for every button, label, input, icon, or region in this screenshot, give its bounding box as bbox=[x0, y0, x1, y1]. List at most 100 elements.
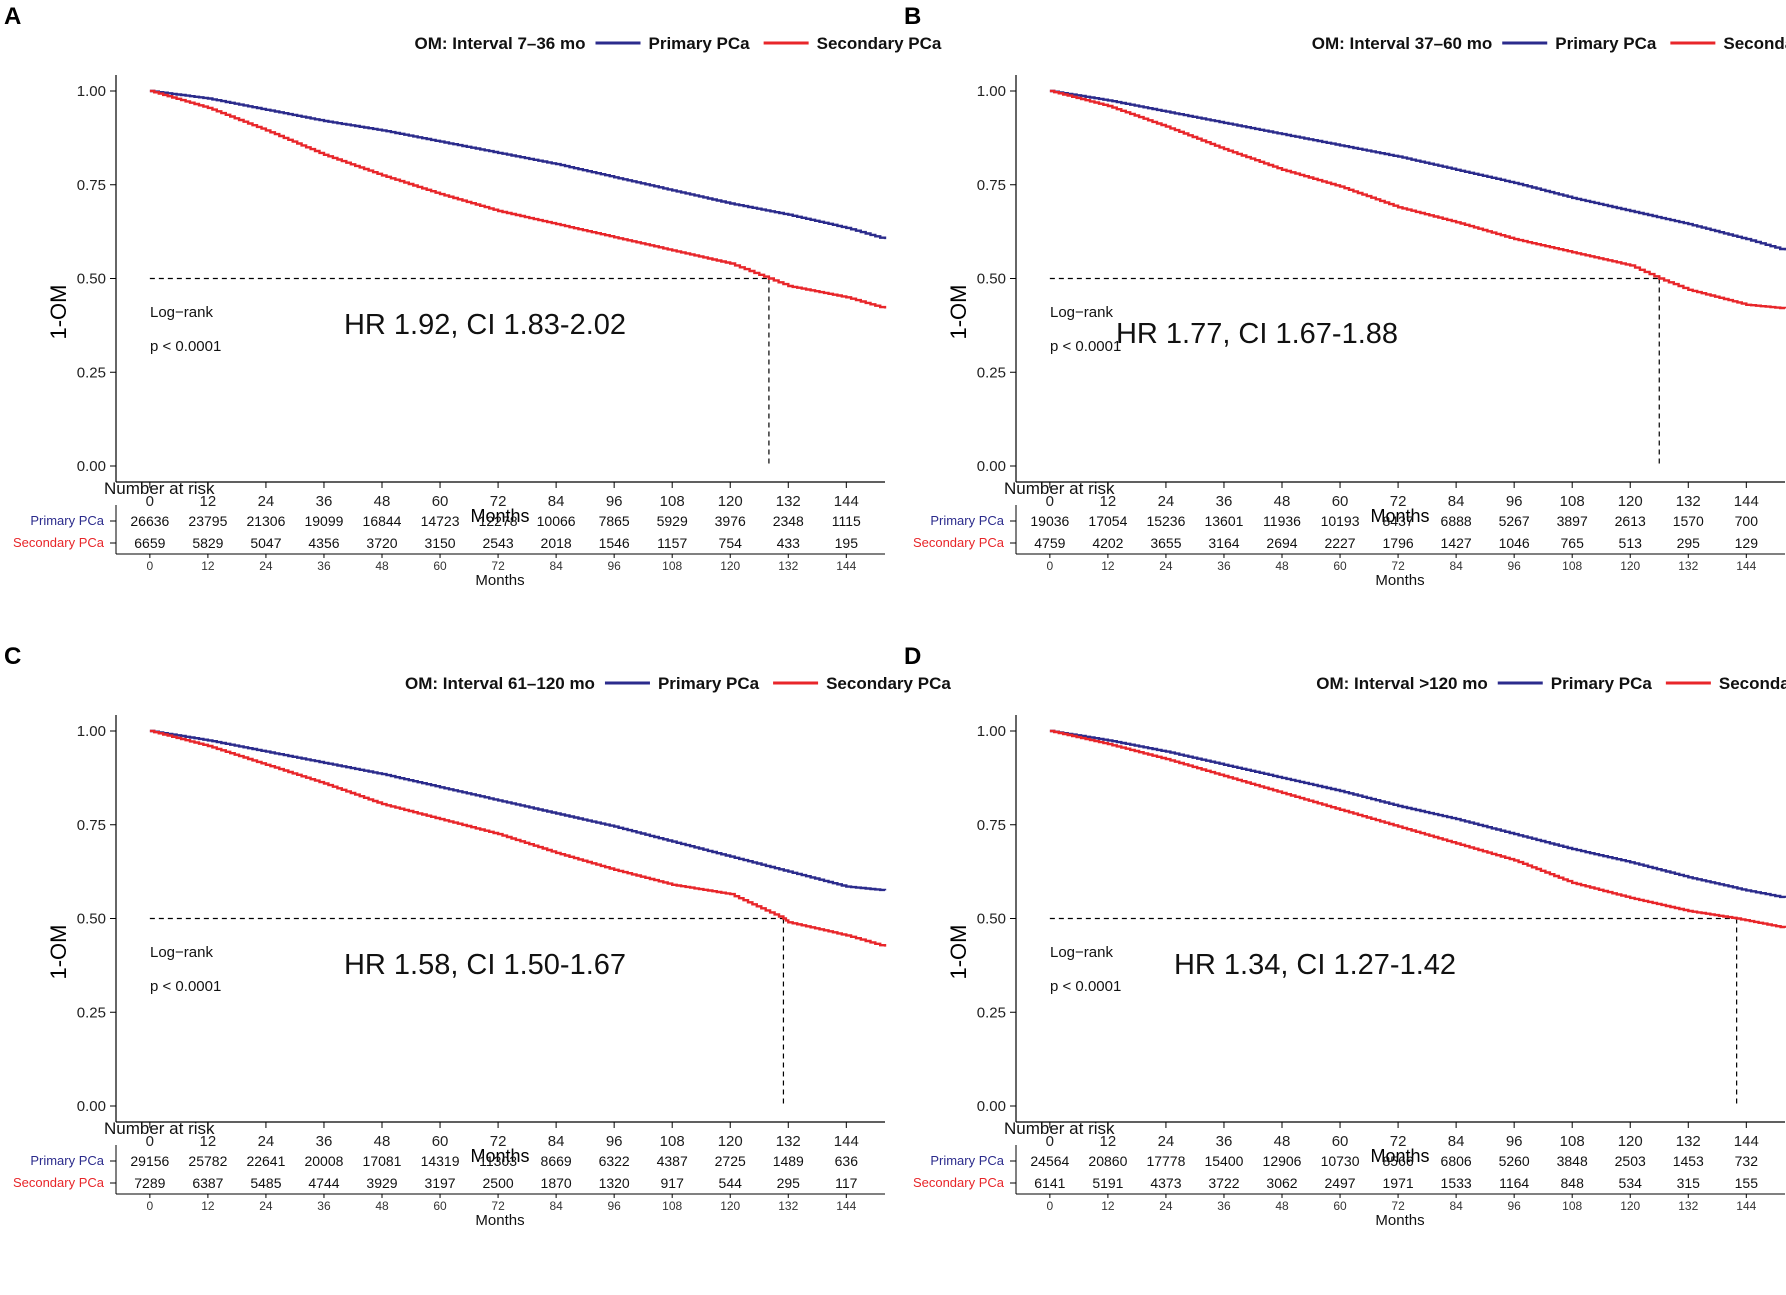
km-curve-secondary bbox=[149, 729, 887, 947]
risk-value: 3897 bbox=[1557, 513, 1588, 529]
risk-table-title: Number at risk bbox=[1004, 479, 1115, 498]
risk-value: 3655 bbox=[1150, 535, 1181, 551]
risk-value: 24564 bbox=[1030, 1153, 1069, 1169]
y-tick-label: 1.00 bbox=[77, 723, 106, 740]
risk-value: 5929 bbox=[657, 513, 688, 529]
risk-row-label-primary: Primary PCa bbox=[30, 1153, 104, 1168]
risk-x-tick-label: 60 bbox=[1333, 559, 1347, 573]
risk-value: 6322 bbox=[599, 1153, 630, 1169]
risk-value: 19036 bbox=[1030, 513, 1069, 529]
x-tick-label: 60 bbox=[1332, 493, 1349, 510]
risk-row-label-secondary: Secondary PCa bbox=[13, 535, 105, 550]
risk-value: 636 bbox=[835, 1153, 859, 1169]
risk-value: 3976 bbox=[715, 513, 746, 529]
risk-value: 26636 bbox=[130, 513, 169, 529]
risk-value: 10730 bbox=[1321, 1153, 1360, 1169]
risk-x-tick-label: 60 bbox=[433, 1199, 447, 1213]
y-tick-label: 0.00 bbox=[77, 1098, 106, 1115]
panel-letter: B bbox=[904, 3, 921, 30]
risk-value: 16844 bbox=[363, 513, 402, 529]
risk-value: 315 bbox=[1677, 1175, 1701, 1191]
risk-value: 4387 bbox=[657, 1153, 688, 1169]
risk-value: 3150 bbox=[424, 535, 455, 551]
km-curve-secondary bbox=[149, 89, 887, 309]
risk-value: 1164 bbox=[1499, 1175, 1529, 1191]
risk-value: 534 bbox=[1619, 1175, 1643, 1191]
risk-value: 14723 bbox=[421, 513, 460, 529]
risk-value: 13601 bbox=[1204, 513, 1243, 529]
risk-x-tick-label: 36 bbox=[1217, 1199, 1231, 1213]
x-tick-label: 96 bbox=[606, 493, 623, 510]
y-tick-label: 1.00 bbox=[77, 83, 106, 100]
risk-value: 1453 bbox=[1673, 1153, 1704, 1169]
risk-x-tick-label: 96 bbox=[607, 559, 621, 573]
x-tick-label: 36 bbox=[316, 1133, 333, 1150]
pvalue-label: p < 0.0001 bbox=[1050, 978, 1121, 995]
risk-x-tick-label: 84 bbox=[1449, 1199, 1463, 1213]
risk-value: 2725 bbox=[715, 1153, 746, 1169]
risk-value: 6141 bbox=[1034, 1175, 1065, 1191]
risk-value: 3062 bbox=[1266, 1175, 1297, 1191]
pvalue-label: p < 0.0001 bbox=[1050, 338, 1121, 355]
risk-x-tick-label: 96 bbox=[1507, 1199, 1521, 1213]
x-tick-label: 60 bbox=[432, 493, 449, 510]
x-tick-label: 60 bbox=[1332, 1133, 1349, 1150]
risk-x-tick-label: 84 bbox=[549, 1199, 563, 1213]
x-tick-label: 144 bbox=[834, 1133, 859, 1150]
risk-value: 2503 bbox=[1615, 1153, 1646, 1169]
y-tick-label: 0.00 bbox=[977, 458, 1006, 475]
risk-x-tick-label: 72 bbox=[491, 559, 505, 573]
x-tick-label: 36 bbox=[1216, 1133, 1233, 1150]
y-tick-label: 0.00 bbox=[977, 1098, 1006, 1115]
risk-table-title: Number at risk bbox=[104, 479, 215, 498]
risk-value: 6888 bbox=[1441, 513, 1472, 529]
risk-x-tick-label: 12 bbox=[1101, 1199, 1115, 1213]
risk-value: 3929 bbox=[366, 1175, 397, 1191]
km-curve-primary bbox=[1049, 89, 1786, 251]
x-tick-label: 48 bbox=[1274, 493, 1291, 510]
x-tick-label: 144 bbox=[1734, 493, 1759, 510]
panel-letter: C bbox=[4, 643, 21, 670]
risk-value: 700 bbox=[1735, 513, 1759, 529]
risk-value: 3164 bbox=[1208, 535, 1239, 551]
risk-x-tick-label: 12 bbox=[1101, 559, 1115, 573]
y-tick-label: 0.75 bbox=[77, 177, 106, 194]
risk-value: 21306 bbox=[246, 513, 285, 529]
risk-x-tick-label: 84 bbox=[549, 559, 563, 573]
x-tick-label: 108 bbox=[660, 493, 685, 510]
risk-value: 20860 bbox=[1088, 1153, 1127, 1169]
risk-x-tick-label: 12 bbox=[201, 559, 215, 573]
risk-value: 117 bbox=[835, 1175, 858, 1191]
x-axis-title: Months bbox=[1370, 506, 1429, 526]
risk-value: 17778 bbox=[1146, 1153, 1185, 1169]
risk-value: 22641 bbox=[246, 1153, 285, 1169]
risk-x-tick-label: 36 bbox=[317, 1199, 331, 1213]
risk-value: 544 bbox=[719, 1175, 743, 1191]
risk-value: 12906 bbox=[1263, 1153, 1302, 1169]
x-tick-label: 144 bbox=[1734, 1133, 1759, 1150]
risk-x-tick-label: 144 bbox=[1736, 559, 1756, 573]
y-tick-label: 0.50 bbox=[77, 271, 106, 288]
chart-title: OM: Interval 37–60 mo bbox=[1312, 34, 1492, 53]
risk-value: 10066 bbox=[537, 513, 576, 529]
y-tick-label: 0.25 bbox=[77, 1004, 106, 1021]
panel-letter: D bbox=[904, 643, 921, 670]
risk-value: 11303 bbox=[479, 1153, 517, 1169]
y-tick-label: 1.00 bbox=[977, 723, 1006, 740]
risk-value: 8437 bbox=[1383, 513, 1414, 529]
risk-value: 1320 bbox=[599, 1175, 630, 1191]
risk-value: 7865 bbox=[599, 513, 630, 529]
x-tick-label: 72 bbox=[490, 1133, 507, 1150]
risk-value: 195 bbox=[835, 535, 859, 551]
risk-value: 433 bbox=[777, 535, 801, 551]
risk-value: 1971 bbox=[1383, 1175, 1414, 1191]
risk-x-tick-label: 60 bbox=[433, 559, 447, 573]
risk-table-title: Number at risk bbox=[1004, 1119, 1115, 1138]
x-tick-label: 12 bbox=[200, 493, 217, 510]
risk-x-tick-label: 96 bbox=[1507, 559, 1521, 573]
x-tick-label: 108 bbox=[1560, 493, 1585, 510]
legend-label-primary: Primary PCa bbox=[649, 34, 751, 53]
risk-value: 8566 bbox=[1383, 1153, 1414, 1169]
risk-value: 2500 bbox=[483, 1175, 514, 1191]
risk-value: 2543 bbox=[483, 535, 514, 551]
